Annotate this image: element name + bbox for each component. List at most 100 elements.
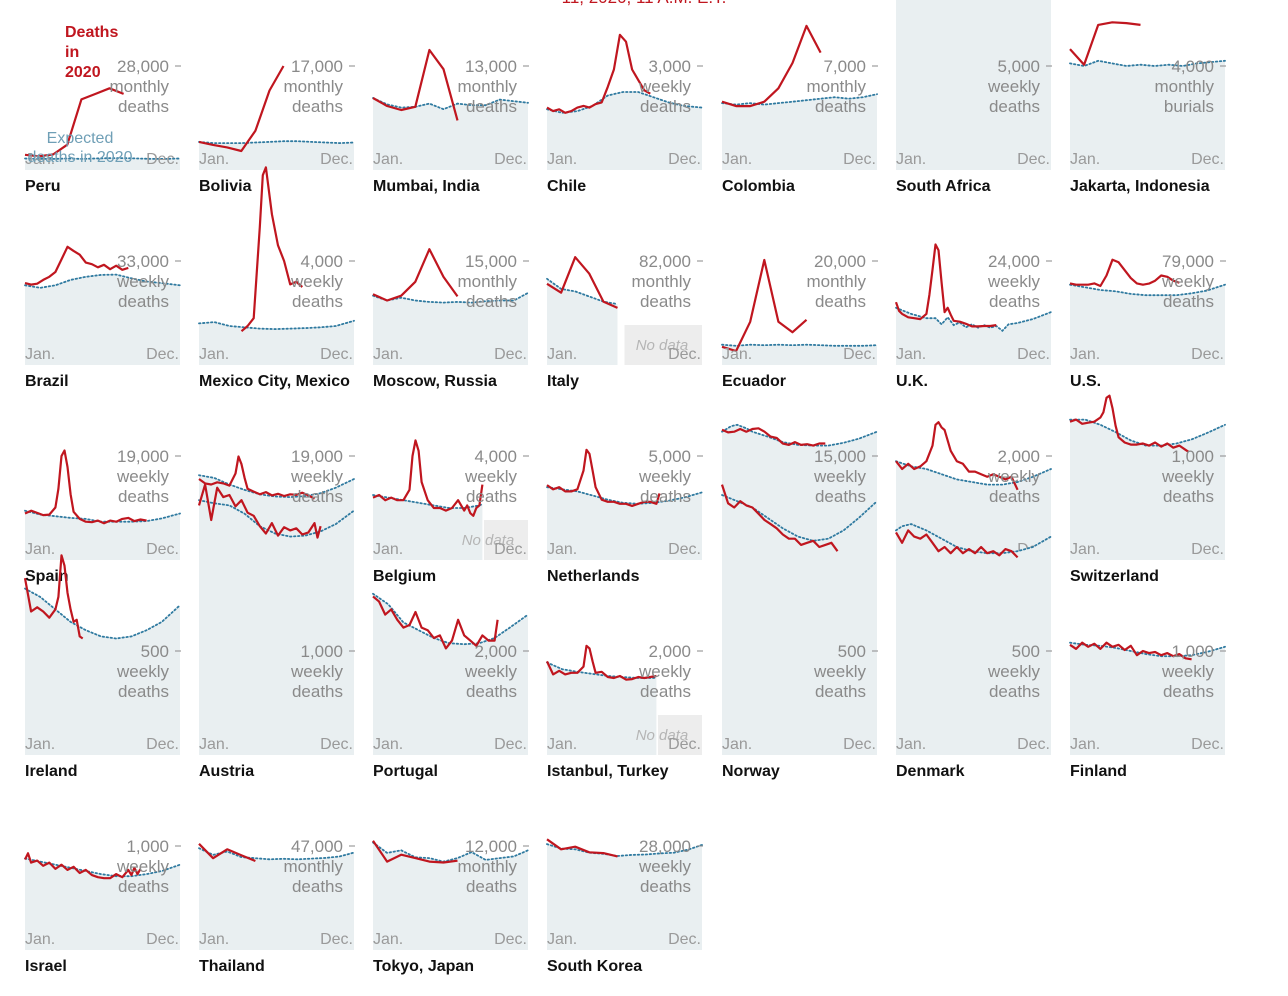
scale-label: weekly [1161, 272, 1214, 291]
chart-panel-colombia: 7,000 monthly deaths Jan. Dec. Colombia [721, 0, 887, 215]
deaths-2020-line [372, 439, 484, 517]
deaths-2020-line [720, 484, 839, 552]
scale-label: monthly [806, 77, 866, 96]
expected-area [373, 98, 528, 170]
axis-end-label: Dec. [494, 736, 527, 753]
axis-end-label: Dec. [146, 151, 179, 168]
chart-panel-peru: 28,000 monthly deaths Jan. Dec. Deaths in 2020 E… [24, 0, 190, 215]
deaths-2020-line [721, 258, 808, 353]
expected-area [1070, 642, 1225, 755]
chart-panel-south-korea: 28,000 weekly deaths Jan. Dec. South Korea [546, 780, 712, 995]
deaths-2020-line [546, 256, 618, 309]
no-data-region [657, 715, 702, 755]
deaths-2020-line [24, 87, 125, 158]
scale-label: deaths [118, 97, 169, 116]
scale-label: weekly [116, 272, 169, 291]
axis-end-label: Dec. [494, 151, 527, 168]
chart-panel-italy: No data 82,000 monthly deaths Jan. Dec. Italy [546, 195, 712, 410]
scale-label: deaths [640, 487, 691, 506]
expected-deaths-line [372, 841, 529, 863]
scale-label: deaths [292, 487, 343, 506]
chart-title: Istanbul, Turkey [547, 763, 669, 780]
axis-end-label: Dec. [494, 541, 527, 558]
axis-end-label: Dec. [1017, 736, 1050, 753]
axis-start-label: Jan. [373, 346, 403, 363]
axis-end-label: Dec. [1017, 346, 1050, 363]
axis-end-label: Dec. [320, 736, 353, 753]
axis-start-label: Jan. [373, 931, 403, 948]
axis-start-label: Jan. [25, 151, 55, 168]
expected-area [25, 588, 180, 755]
scale-label: weekly [813, 467, 866, 486]
scale-value: 19,000 [291, 447, 343, 466]
scale-label: deaths [1163, 487, 1214, 506]
scale-label: deaths [466, 682, 517, 701]
deaths-2020-line [24, 852, 142, 880]
scale-label: deaths [292, 682, 343, 701]
expected-area [547, 662, 657, 755]
expected-area [722, 94, 877, 170]
axis-end-label: Dec. [1017, 151, 1050, 168]
axis-end-label: Dec. [843, 346, 876, 363]
chart-title: South Korea [547, 958, 643, 975]
scale-value: 2,000 [474, 642, 517, 661]
scale-value: 2,000 [997, 447, 1040, 466]
deaths-2020-line [24, 245, 129, 286]
deaths-2020-line [372, 48, 459, 121]
axis-end-label: Dec. [494, 931, 527, 948]
chart-title: Ecuador [722, 373, 787, 390]
scale-value: 1,000 [300, 642, 343, 661]
scale-label: weekly [1161, 662, 1214, 681]
chart-panel-switzerland: 1,000 weekly deaths Jan. Dec. Switzerland [1069, 390, 1235, 605]
chart-panel-ecuador: 20,000 monthly deaths Jan. Dec. Ecuador [721, 195, 887, 410]
axis-start-label: Jan. [547, 346, 577, 363]
scale-label: weekly [116, 857, 169, 876]
axis-start-label: Jan. [373, 541, 403, 558]
deaths-2020-line [546, 33, 651, 114]
axis-start-label: Jan. [547, 151, 577, 168]
chart-panel-mexico-city-mexico: 4,000 weekly deaths Jan. Dec. Mexico City, Me… [198, 166, 364, 410]
axis-start-label: Jan. [199, 151, 229, 168]
axis-start-label: Jan. [25, 346, 55, 363]
deaths-2020-line [721, 427, 826, 447]
axis-end-label: Dec. [320, 346, 353, 363]
scale-value: 12,000 [465, 837, 517, 856]
chart-title: Brazil [25, 373, 69, 390]
expected-area [199, 848, 354, 950]
chart-panel-bolivia: 17,000 monthly deaths Jan. Dec. Bolivia [198, 0, 364, 215]
scale-value: 15,000 [465, 252, 517, 271]
legend-deaths-label: in [65, 44, 79, 61]
scale-value: 5,000 [648, 447, 691, 466]
expected-deaths-line [721, 93, 878, 106]
axis-end-label: Dec. [843, 736, 876, 753]
chart-panel-thailand: 47,000 monthly deaths Jan. Dec. Thailand [198, 780, 364, 995]
axis-end-label: Dec. [843, 151, 876, 168]
scale-label: monthly [283, 77, 343, 96]
scale-label: deaths [640, 877, 691, 896]
scale-label: deaths [292, 877, 343, 896]
expected-deaths-line [24, 587, 181, 640]
expected-area [25, 510, 180, 560]
axis-start-label: Jan. [896, 151, 926, 168]
scale-label: weekly [987, 662, 1040, 681]
scale-label: deaths [118, 877, 169, 896]
expected-area [25, 858, 180, 950]
expected-deaths-line [372, 97, 529, 111]
expected-deaths-line [24, 157, 181, 160]
chart-panel-finland: 1,000 weekly deaths Jan. Dec. Finland [1069, 585, 1235, 800]
deaths-2020-line [197, 483, 322, 539]
deaths-2020-line [546, 838, 618, 858]
expected-area [199, 320, 354, 365]
scale-label: weekly [813, 662, 866, 681]
axis-start-label: Jan. [199, 346, 229, 363]
expected-deaths-line [721, 343, 878, 347]
